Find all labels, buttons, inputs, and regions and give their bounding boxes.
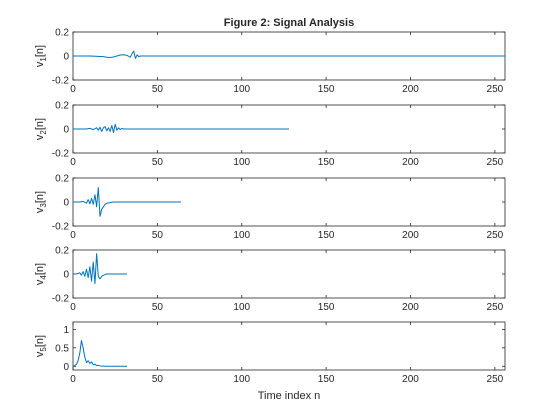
x-tick-label: 200 xyxy=(402,84,419,95)
y-tick-label: -0.2 xyxy=(52,149,70,160)
y-axis-label-main: v xyxy=(34,207,46,213)
x-tick-label: 250 xyxy=(487,157,504,168)
x-tick-label: 150 xyxy=(318,302,335,313)
y-tick-label: 0 xyxy=(63,198,69,209)
subplot-2: 0 50 100 150 200 250-0.200.2v2[n] xyxy=(34,101,506,168)
x-tick-label: 150 xyxy=(318,84,335,95)
y-tick-label: 0.2 xyxy=(55,28,69,39)
y-axis-label-main: v xyxy=(34,61,46,67)
series-line xyxy=(72,339,127,367)
x-tick-label: 100 xyxy=(233,157,250,168)
subplot-5: 0 50 100 150 200 250 0 0.5 1 v5[n] xyxy=(34,321,506,385)
y-axis-label-tail: [n] xyxy=(34,118,46,130)
axes-box xyxy=(72,249,506,299)
series-line xyxy=(73,123,289,134)
x-tick-label: 200 xyxy=(402,157,419,168)
y-axis-label-tail: [n] xyxy=(34,191,46,203)
x-tick-label: 50 xyxy=(152,230,164,241)
x-tick-label: 0 xyxy=(70,302,76,313)
y-axis-label: v1[n] xyxy=(34,45,48,67)
x-tick-label: 200 xyxy=(402,230,419,241)
y-tick-label: 0 xyxy=(63,52,69,63)
y-axis-label: v3[n] xyxy=(34,191,48,213)
x-tick-label: 250 xyxy=(487,302,504,313)
y-axis-label-sub: 4 xyxy=(39,275,48,280)
series-line xyxy=(73,50,505,59)
series-line xyxy=(73,187,181,217)
y-axis-label: v5[n] xyxy=(34,335,48,357)
x-tick-label: 150 xyxy=(318,230,335,241)
y-axis-label-sub: 3 xyxy=(39,203,48,208)
y-tick-label: -0.2 xyxy=(52,294,70,305)
x-tick-label: 250 xyxy=(487,374,504,385)
x-tick-label: 0 xyxy=(70,157,76,168)
y-tick-label: 0 xyxy=(63,270,69,281)
x-tick-label: 50 xyxy=(152,84,164,95)
x-tick-label: 50 xyxy=(152,157,164,168)
x-tick-label: 50 xyxy=(152,302,164,313)
x-tick-label: 100 xyxy=(233,84,250,95)
x-tick-label: 250 xyxy=(487,230,504,241)
series-line xyxy=(73,253,127,285)
y-axis-label: v4[n] xyxy=(34,263,48,285)
y-axis-label-tail: [n] xyxy=(34,335,46,347)
figure-title: Figure 2: Signal Analysis xyxy=(224,17,354,29)
subplot-4: 0 50 100 150 200 250-0.200.2v4[n] xyxy=(34,246,506,313)
y-tick-label: 0.5 xyxy=(55,343,69,354)
y-axis-label-main: v xyxy=(34,351,46,357)
y-tick-label: 0 xyxy=(63,362,69,373)
x-tick-label: 150 xyxy=(318,374,335,385)
x-tick-label: 200 xyxy=(402,374,419,385)
subplot-panels: 0 50 100 150 200 250-0.200.2v1[n]0 50 100 150 200… xyxy=(34,28,506,385)
x-tick-label: 0 xyxy=(70,84,76,95)
axes-box xyxy=(72,321,506,371)
y-tick-label: -0.2 xyxy=(52,76,70,87)
y-tick-label: 1 xyxy=(63,325,69,336)
y-axis-label-tail: [n] xyxy=(34,263,46,275)
x-tick-label: 100 xyxy=(233,230,250,241)
y-tick-label: 0.2 xyxy=(55,174,69,185)
y-tick-label: 0 xyxy=(63,125,69,136)
y-axis-label-main: v xyxy=(34,279,46,285)
x-tick-label: 250 xyxy=(487,84,504,95)
x-tick-label: 100 xyxy=(233,302,250,313)
y-tick-label: -0.2 xyxy=(52,222,70,233)
y-axis-label-sub: 5 xyxy=(39,347,48,352)
y-axis-label-main: v xyxy=(34,134,46,140)
subplot-3: 0 50 100 150 200 250-0.200.2v3[n] xyxy=(34,174,506,241)
x-tick-label: 100 xyxy=(233,374,250,385)
x-tick-label: 50 xyxy=(152,374,164,385)
x-axis-label: Time index n xyxy=(258,390,321,402)
x-tick-label: 200 xyxy=(402,302,419,313)
y-axis-label-sub: 2 xyxy=(39,130,48,135)
x-tick-label: 0 xyxy=(70,374,76,385)
x-tick-label: 150 xyxy=(318,157,335,168)
subplot-1: 0 50 100 150 200 250-0.200.2v1[n] xyxy=(34,28,506,95)
y-axis-label-tail: [n] xyxy=(34,45,46,57)
y-tick-label: 0.2 xyxy=(55,246,69,257)
y-axis-label: v2[n] xyxy=(34,118,48,140)
x-tick-label: 0 xyxy=(70,230,76,241)
y-axis-label-sub: 1 xyxy=(39,57,48,62)
y-tick-label: 0.2 xyxy=(55,101,69,112)
